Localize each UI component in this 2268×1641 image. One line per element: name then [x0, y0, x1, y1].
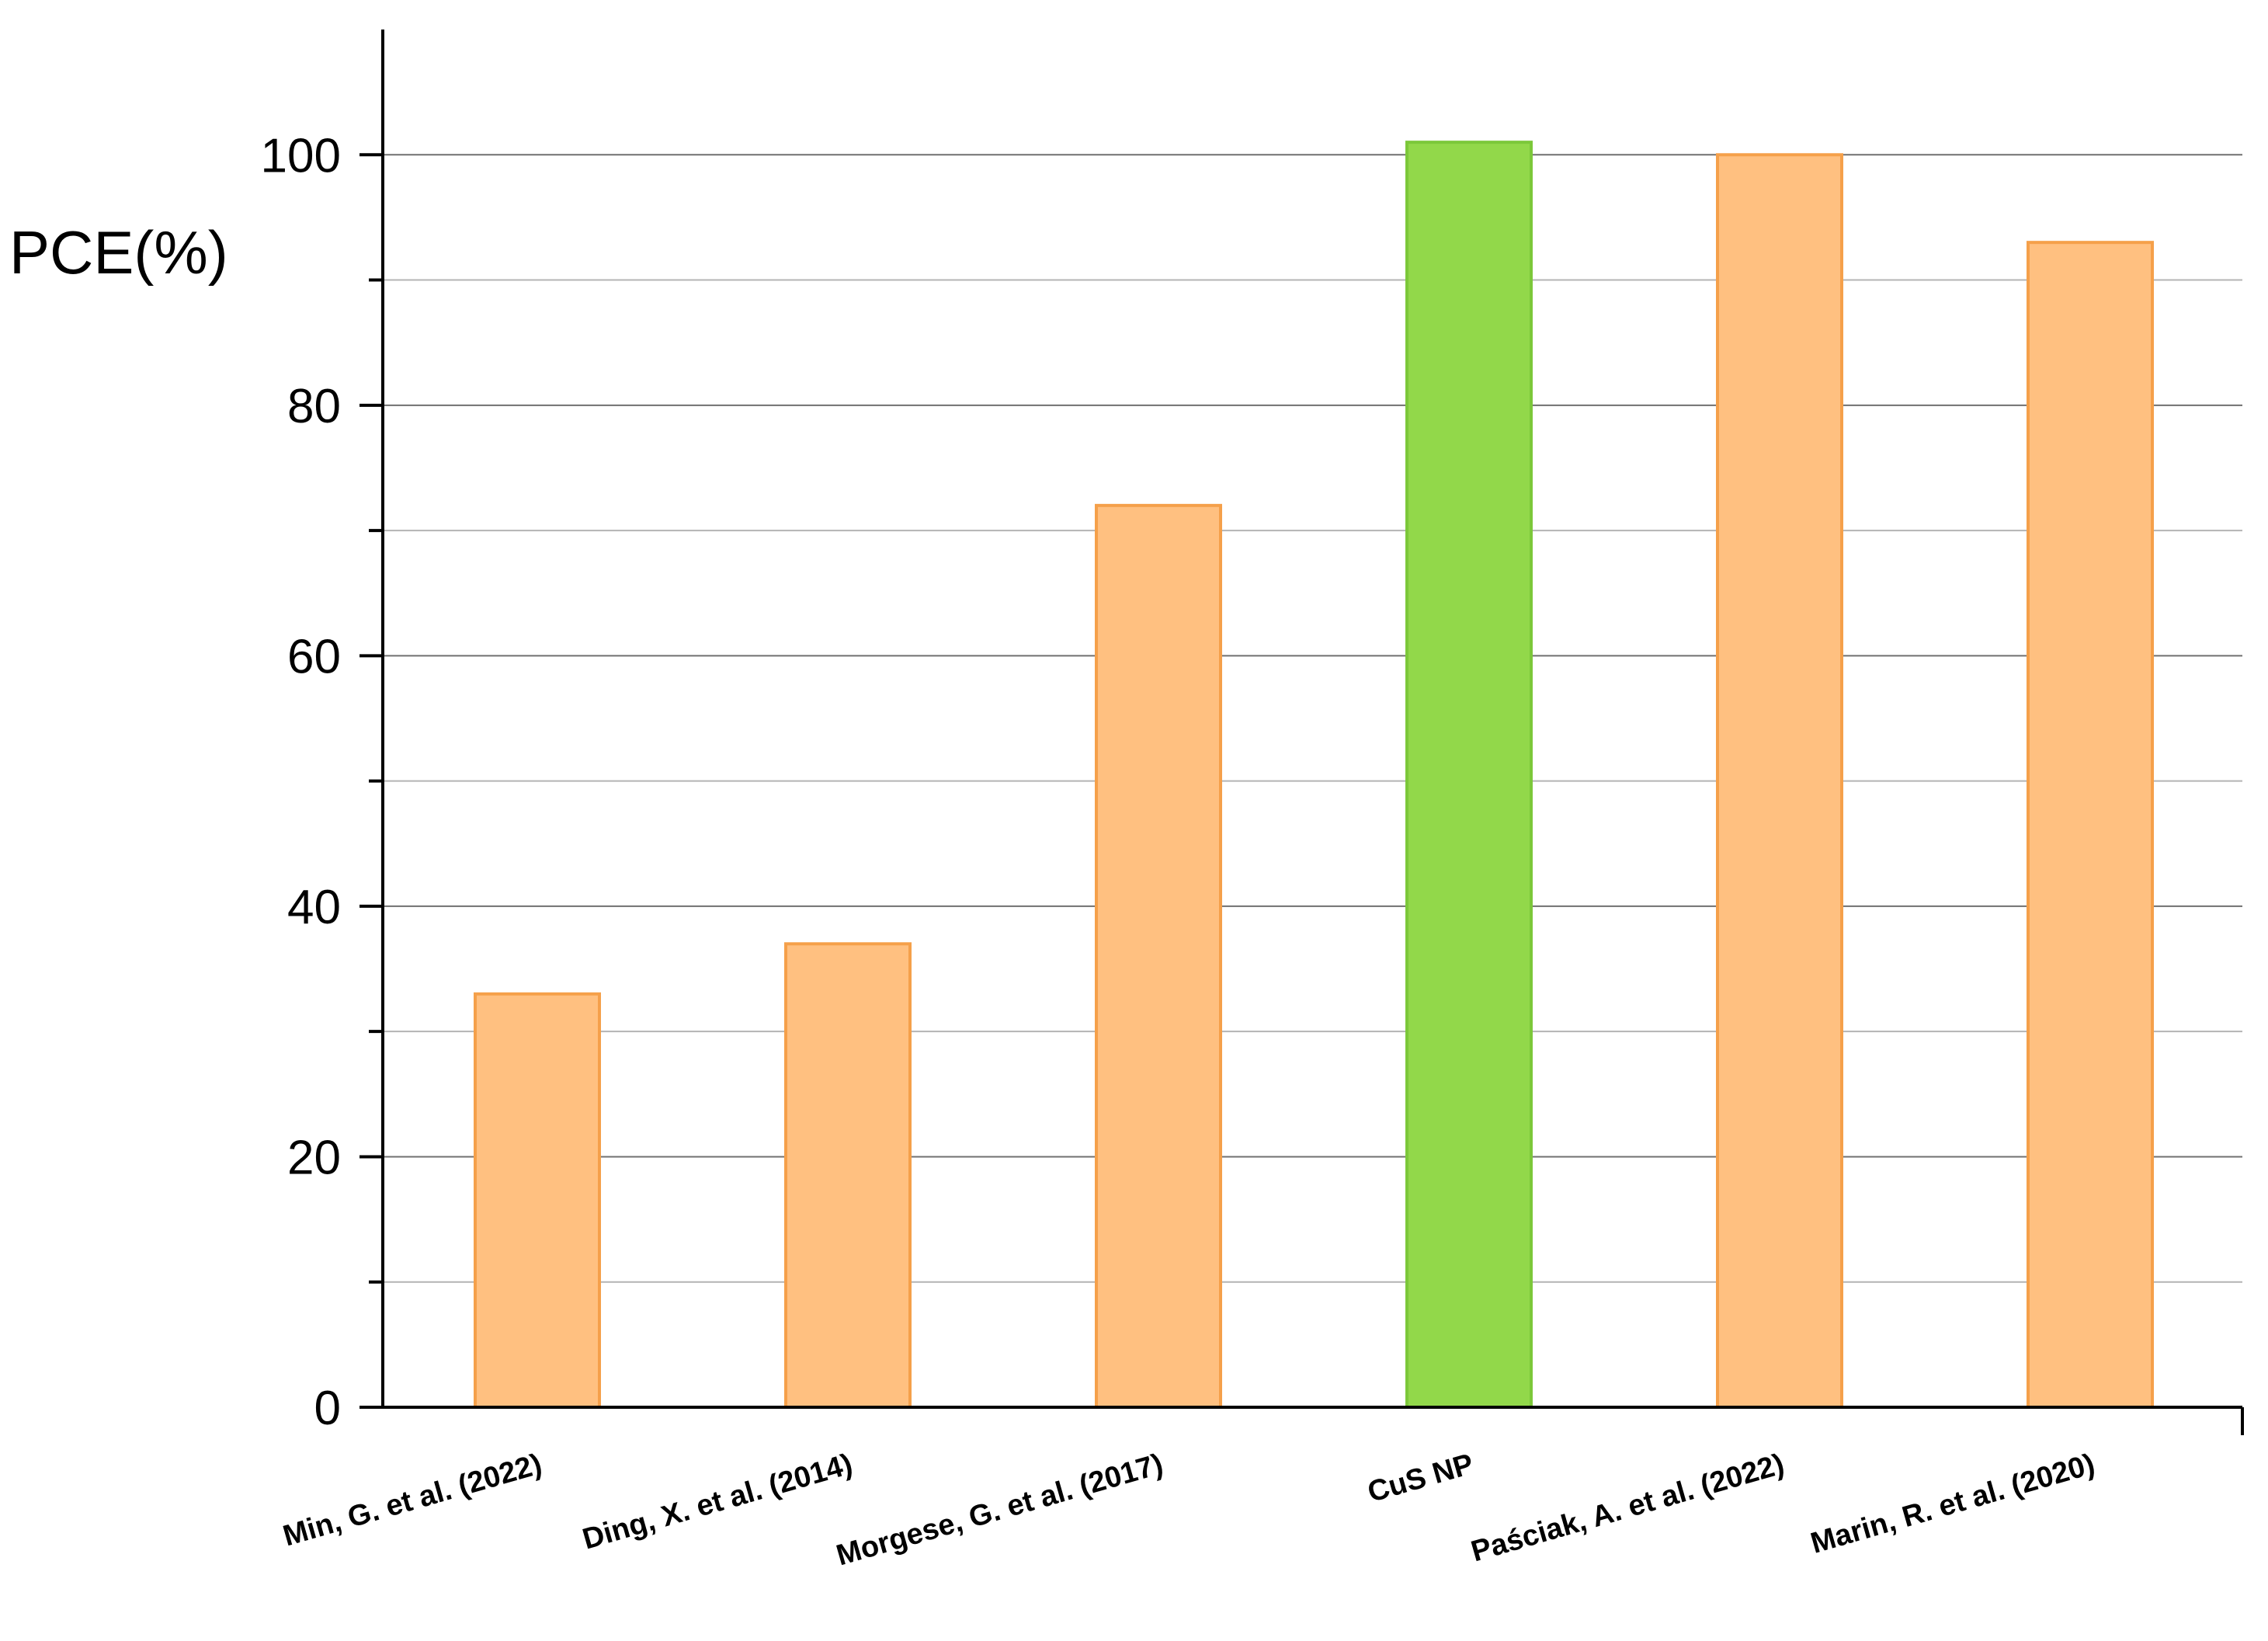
bar	[784, 942, 912, 1409]
bar	[1405, 141, 1533, 1409]
x-tick-label: Ding, X. et al. (2014)	[579, 1448, 856, 1556]
bar	[474, 992, 601, 1410]
y-tick-label: 40	[287, 881, 341, 934]
y-tick-label: 20	[287, 1131, 341, 1184]
x-tick-label: Min, G. et al. (2022)	[280, 1448, 545, 1552]
y-tick-label: 0	[314, 1382, 341, 1435]
gridlines	[383, 154, 2242, 1283]
y-tick-label: 60	[287, 630, 341, 683]
x-tick-label: Morgese, G. et al. (2017)	[833, 1448, 1167, 1572]
y-tick-label: 100	[261, 129, 341, 183]
bar	[2027, 241, 2154, 1409]
y-ticks: 0 20 40 60 80 100	[261, 129, 383, 1435]
x-tick-labels: Min, G. et al. (2022) Ding, X. et al. (20…	[280, 1448, 2098, 1572]
x-tick-label: CuS NP	[1364, 1448, 1478, 1509]
bars	[474, 141, 2154, 1410]
y-tick-label: 80	[287, 380, 341, 433]
y-axis-title: PCE(%)	[9, 218, 228, 287]
bar	[1716, 153, 1843, 1410]
x-tick-label: Marin, R. et al. (2020)	[1808, 1448, 2099, 1560]
x-tick-label: Paściak, A. et al. (2022)	[1467, 1448, 1787, 1568]
bar	[1095, 503, 1222, 1410]
axes	[381, 30, 2244, 1435]
